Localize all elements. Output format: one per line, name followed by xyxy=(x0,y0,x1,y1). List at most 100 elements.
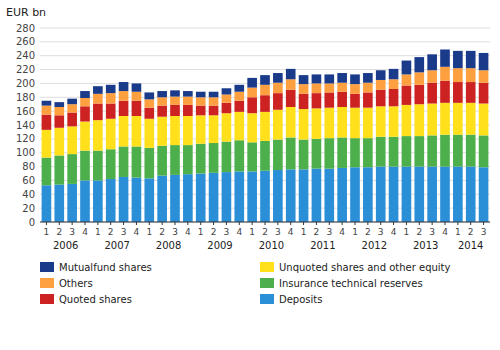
y-tick-label: 60 xyxy=(22,175,35,186)
x-tick xyxy=(290,222,291,225)
bar xyxy=(247,97,257,113)
y-axis: 020406080100120140160180200220240260280 xyxy=(16,23,490,228)
bar xyxy=(106,104,116,119)
bar xyxy=(414,167,424,222)
x-tick-label: 2 xyxy=(262,227,268,237)
bar xyxy=(157,117,167,146)
bar xyxy=(144,178,154,222)
bar xyxy=(337,107,347,137)
bar xyxy=(363,83,373,93)
y-tick-label: 220 xyxy=(16,64,35,75)
x-tick-label: 3 xyxy=(172,227,178,237)
bar xyxy=(42,130,52,158)
x-tick-label: 4 xyxy=(134,227,140,237)
x-tick xyxy=(175,222,176,225)
bar xyxy=(234,101,244,112)
bar xyxy=(196,92,206,98)
bar xyxy=(80,151,90,181)
bar xyxy=(440,167,450,222)
legend-swatch xyxy=(40,278,54,288)
series xyxy=(42,81,489,130)
bar xyxy=(427,104,437,136)
bar xyxy=(479,70,489,82)
year-label: 2014 xyxy=(458,240,483,251)
x-tick xyxy=(277,222,278,225)
year-label: 2013 xyxy=(413,240,438,251)
bar xyxy=(273,140,283,170)
bar xyxy=(479,104,489,136)
bar xyxy=(234,140,244,171)
bar xyxy=(234,112,244,140)
bar xyxy=(144,99,154,107)
bar xyxy=(479,167,489,222)
x-tick xyxy=(72,222,73,225)
x-tick-label: 3 xyxy=(275,227,281,237)
bar xyxy=(389,79,399,89)
bar xyxy=(132,92,142,101)
x-axis: 1234123412341234123412341234123412320062… xyxy=(40,222,490,251)
bar xyxy=(440,103,450,135)
bar xyxy=(312,169,322,222)
x-tick-label: 1 xyxy=(249,227,255,237)
bar xyxy=(170,90,180,96)
bar xyxy=(324,83,334,92)
bar xyxy=(170,175,180,222)
y-tick-label: 0 xyxy=(29,217,35,228)
bar xyxy=(209,92,219,98)
bar xyxy=(222,103,232,113)
bar xyxy=(299,84,309,94)
bar xyxy=(466,167,476,222)
bar xyxy=(376,106,386,136)
bar xyxy=(260,112,270,141)
x-tick xyxy=(406,222,407,225)
bar xyxy=(106,93,116,103)
bar xyxy=(170,97,180,105)
bar xyxy=(273,110,283,140)
x-tick-label: 3 xyxy=(429,227,435,237)
bar xyxy=(273,170,283,222)
y-tick-label: 240 xyxy=(16,50,35,61)
bar xyxy=(132,116,142,146)
x-tick-label: 4 xyxy=(185,227,191,237)
x-tick-label: 1 xyxy=(146,227,152,237)
bar xyxy=(427,135,437,166)
bar xyxy=(350,108,360,138)
bar xyxy=(170,116,180,145)
x-tick-label: 1 xyxy=(455,227,461,237)
legend-swatch xyxy=(40,294,54,304)
bar xyxy=(440,49,450,66)
bar xyxy=(299,169,309,222)
bar xyxy=(286,169,296,222)
bar xyxy=(376,70,386,80)
legend-swatch xyxy=(260,278,274,288)
bar xyxy=(376,90,386,107)
bar xyxy=(54,185,64,222)
bar xyxy=(42,106,52,115)
x-tick xyxy=(445,222,446,225)
bar xyxy=(312,139,322,169)
bar xyxy=(389,167,399,222)
bar xyxy=(247,78,257,88)
bar xyxy=(299,94,309,109)
bar xyxy=(260,95,270,112)
grid-line xyxy=(40,41,490,42)
legend-label: Unquoted shares and other equity xyxy=(279,262,451,273)
bar xyxy=(183,174,193,222)
bar xyxy=(324,74,334,83)
bar xyxy=(209,115,219,143)
bar xyxy=(67,99,77,105)
bar xyxy=(157,146,167,176)
x-tick xyxy=(123,222,124,225)
bar xyxy=(247,142,257,171)
y-tick-label: 20 xyxy=(22,203,35,214)
x-tick-label: 2 xyxy=(314,227,320,237)
y-axis-label: EUR bn xyxy=(6,6,46,19)
bar xyxy=(170,105,180,116)
bar xyxy=(80,91,90,98)
x-tick xyxy=(367,222,368,225)
bar xyxy=(106,179,116,222)
legend-swatch xyxy=(260,262,274,272)
bar xyxy=(337,73,347,83)
bar xyxy=(453,167,463,222)
bar xyxy=(93,104,103,121)
